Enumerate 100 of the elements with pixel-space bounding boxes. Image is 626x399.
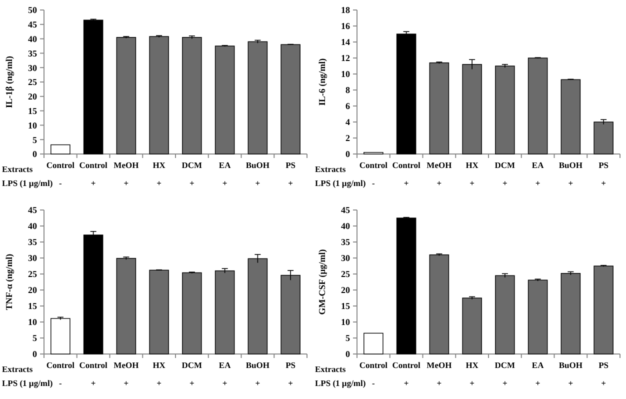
- x-tick-label: MeOH: [426, 360, 452, 370]
- text: +: [288, 378, 294, 388]
- text: -: [372, 178, 376, 188]
- bar: [560, 79, 581, 154]
- y-tick-label: 8: [346, 85, 350, 96]
- x-tick-label: HX: [466, 160, 480, 170]
- y-axis-title: IL-1β (ng/ml): [4, 56, 14, 108]
- bar: [248, 258, 268, 354]
- y-tick-label: 10: [28, 317, 38, 328]
- y-tick-label: 15: [341, 301, 350, 312]
- y-tick-label: 0: [32, 149, 38, 160]
- y-tick-label: 35: [341, 237, 350, 248]
- bar: [462, 298, 482, 354]
- text: LPS (1 µg/ml): [2, 378, 53, 388]
- y-tick-label: 50: [28, 5, 38, 16]
- text: +: [124, 378, 129, 388]
- bar: [248, 41, 268, 154]
- text: LPS (1 µg/ml): [315, 378, 366, 388]
- text: LPS (1 µg/ml): [2, 178, 53, 188]
- bar: [462, 64, 482, 154]
- y-tick-label: 20: [28, 285, 38, 296]
- text: +: [436, 378, 442, 388]
- bar: [214, 270, 235, 354]
- bar: [116, 258, 136, 354]
- y-tick-label: 20: [28, 92, 38, 102]
- y-tick-label: 10: [28, 120, 38, 130]
- bar: [560, 273, 581, 354]
- y-tick-label: 40: [341, 221, 350, 232]
- y-axis-title: GM-CSF (µg/ml): [317, 249, 327, 315]
- y-tick-label: 25: [341, 269, 350, 280]
- x-tick-label: PS: [286, 360, 296, 370]
- bar: [495, 275, 515, 354]
- y-tick-label: 10: [341, 317, 350, 328]
- bar: [429, 254, 450, 354]
- text: +: [190, 378, 195, 388]
- x-tick-label: MeOH: [114, 360, 140, 370]
- bar: [528, 58, 548, 154]
- bar: [280, 274, 300, 354]
- x-tick-label: DCM: [494, 160, 516, 170]
- text: +: [156, 178, 162, 188]
- text: -: [59, 178, 62, 188]
- text: +: [470, 378, 475, 388]
- bar: [396, 218, 416, 354]
- y-tick-label: 0: [346, 149, 350, 160]
- bar: [182, 37, 202, 154]
- text: +: [255, 378, 260, 388]
- bar: [83, 20, 104, 154]
- text: +: [436, 178, 442, 188]
- text: +: [601, 178, 606, 188]
- text: +: [124, 178, 129, 188]
- text: +: [568, 378, 574, 388]
- y-tick-label: 12: [341, 53, 350, 64]
- x-tick-label: EA: [218, 360, 232, 370]
- y-tick-label: 30: [341, 253, 350, 264]
- x-tick-label: Control: [359, 360, 388, 370]
- y-tick-label: 4: [346, 117, 350, 128]
- text: +: [190, 178, 195, 188]
- text: +: [535, 378, 540, 388]
- x-tick-label: Control: [392, 160, 422, 170]
- text: -: [372, 378, 376, 388]
- y-tick-label: 5: [32, 134, 38, 145]
- x-tick-label: Control: [46, 360, 76, 370]
- text: Extracts: [315, 364, 346, 374]
- x-tick-label: PS: [598, 160, 609, 170]
- x-tick-label: BuOH: [558, 160, 583, 170]
- x-tick-label: DCM: [182, 160, 202, 170]
- y-axis-title: TNF-α (ng/ml): [4, 254, 14, 310]
- text: -: [59, 378, 62, 388]
- bar: [83, 234, 104, 354]
- text: +: [535, 178, 540, 188]
- text: LPS (1 µg/ml): [315, 178, 366, 188]
- x-tick-label: HX: [152, 160, 166, 170]
- y-tick-label: 15: [28, 106, 38, 116]
- bar: [149, 36, 169, 154]
- x-tick-label: Control: [79, 360, 108, 370]
- x-tick-label: BuOH: [246, 160, 270, 170]
- x-tick-label: Control: [392, 360, 422, 370]
- y-tick-label: 30: [28, 62, 38, 73]
- text: +: [601, 378, 606, 388]
- x-tick-label: DCM: [182, 360, 202, 370]
- text: +: [502, 178, 508, 188]
- x-tick-label: BuOH: [558, 360, 583, 370]
- x-tick-label: EA: [532, 360, 545, 370]
- x-tick-label: EA: [218, 160, 232, 170]
- text: +: [404, 178, 409, 188]
- y-tick-label: 25: [28, 77, 38, 88]
- text: Extracts: [2, 364, 34, 374]
- bar: [214, 46, 235, 154]
- text: +: [255, 178, 260, 188]
- y-tick-label: 45: [28, 20, 38, 30]
- y-axis-title: IL-6 (ng/ml): [317, 58, 327, 106]
- bar: [396, 34, 416, 154]
- text: +: [90, 378, 96, 388]
- y-tick-label: 2: [346, 133, 350, 144]
- bar: [50, 144, 70, 154]
- y-tick-label: 20: [341, 285, 350, 296]
- x-tick-label: Control: [79, 160, 108, 170]
- y-tick-label: 45: [28, 205, 38, 216]
- bar: [528, 280, 548, 354]
- y-tick-label: 40: [28, 34, 38, 44]
